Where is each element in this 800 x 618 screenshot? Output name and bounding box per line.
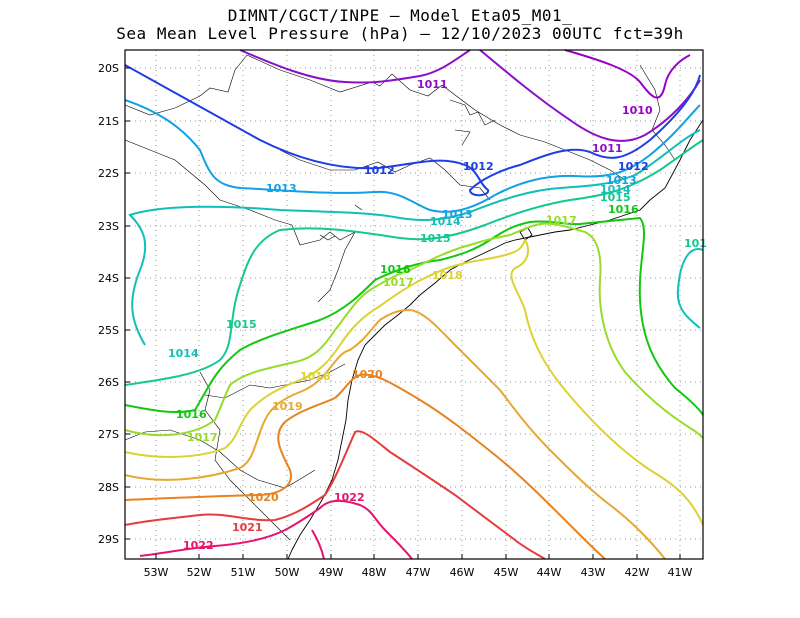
latitude-labels: 20S 21S 22S 23S 24S 25S 26S 27S 28S 29S xyxy=(98,62,119,546)
lat-label-27s: 27S xyxy=(98,428,119,441)
label-1012-b: 1012 xyxy=(463,160,494,173)
isobar-1020 xyxy=(124,373,606,560)
label-1018-a: 1018 xyxy=(300,370,331,383)
lat-label-21s: 21S xyxy=(98,115,119,128)
grid-lines xyxy=(125,50,703,559)
isobar-1014 xyxy=(128,129,701,346)
state-border-ms-sp xyxy=(124,54,248,116)
lat-label-28s: 28S xyxy=(98,481,119,494)
label-1022-b: 1022 xyxy=(183,539,214,552)
state-border-sp-mg xyxy=(279,149,491,201)
label-1020-a: 1020 xyxy=(352,368,383,381)
lon-label-50w: 50W xyxy=(275,566,300,579)
lon-label-49w: 49W xyxy=(319,566,344,579)
lat-label-29s: 29S xyxy=(98,533,119,546)
isobar-1018 xyxy=(124,237,704,526)
isobar-1016 xyxy=(124,216,704,416)
label-1013-a: 1013 xyxy=(266,182,297,195)
label-1013-b: 1013 xyxy=(442,208,473,221)
isobar-1017 xyxy=(124,222,704,439)
label-1018-b: 1018 xyxy=(432,269,463,282)
label-1016-a: 1016 xyxy=(176,408,207,421)
border-argentina xyxy=(199,371,291,541)
isobars xyxy=(124,49,704,560)
state-border-ms-pr xyxy=(124,139,293,226)
reservoir-lines xyxy=(319,99,496,241)
map-title-line-1: DIMNT/CGCT/INPE — Model Eta05_M01_ xyxy=(227,6,573,25)
map-title-line-2: Sea Mean Level Pressure (hPa) — 12/10/20… xyxy=(116,24,684,43)
isobar-1022-tail xyxy=(311,529,325,560)
lon-label-51w: 51W xyxy=(231,566,256,579)
label-1017-c: 1017 xyxy=(546,214,577,227)
state-border-mg-north xyxy=(246,54,456,97)
isobar-1021 xyxy=(124,430,546,560)
lon-label-44w: 44W xyxy=(537,566,562,579)
lat-label-24s: 24S xyxy=(98,272,119,285)
lon-label-53w: 53W xyxy=(144,566,169,579)
label-1015-b: 1015 xyxy=(420,232,451,245)
isobar-1011-east xyxy=(479,49,701,142)
label-1016-c: 1016 xyxy=(608,203,639,216)
lon-label-52w: 52W xyxy=(187,566,212,579)
coastline-and-borders xyxy=(124,54,704,560)
coastline xyxy=(287,119,704,560)
label-1019: 1019 xyxy=(272,400,303,413)
state-border-sc-rs xyxy=(124,429,316,489)
lat-label-23s: 23S xyxy=(98,220,119,233)
isobar-1022 xyxy=(139,499,413,560)
lon-label-41w: 41W xyxy=(668,566,693,579)
tick-marks xyxy=(125,67,681,559)
label-1014-b: 1014 xyxy=(430,215,461,228)
state-border-mg-rj xyxy=(454,94,626,181)
state-border-es xyxy=(639,64,676,161)
label-1021: 1021 xyxy=(232,521,263,534)
lat-label-22s: 22S xyxy=(98,167,119,180)
isobar-1019 xyxy=(124,308,666,560)
label-1017-b: 1017 xyxy=(383,276,414,289)
longitude-labels: 53W 52W 51W 50W 49W 48W 47W 46W 45W 44W … xyxy=(144,566,693,579)
label-1012-c: 1012 xyxy=(618,160,649,173)
state-border-sp-pr xyxy=(291,224,356,303)
label-1020-b: 1020 xyxy=(248,491,279,504)
lon-label-47w: 47W xyxy=(406,566,431,579)
lon-label-45w: 45W xyxy=(494,566,519,579)
label-1022-a: 1022 xyxy=(334,491,365,504)
label-1010: 1010 xyxy=(622,104,653,117)
label-1011-a: 1011 xyxy=(417,78,448,91)
lon-label-46w: 46W xyxy=(450,566,475,579)
isobar-1012 xyxy=(124,64,701,197)
label-1016-b: 1016 xyxy=(380,263,411,276)
isobar-labels: 1010 1011 1011 1012 1012 1012 1013 1013 … xyxy=(168,78,707,552)
label-1014-c: 1014 xyxy=(600,183,631,196)
isobar-1010 xyxy=(564,49,691,99)
lat-label-25s: 25S xyxy=(98,324,119,337)
isobar-1014-right xyxy=(676,248,704,329)
isobar-1015 xyxy=(124,139,704,386)
isobar-1011-west xyxy=(239,49,471,84)
isobar-1013 xyxy=(124,99,701,213)
label-1011-b: 1011 xyxy=(592,142,623,155)
lat-label-26s: 26S xyxy=(98,376,119,389)
label-1012-a: 1012 xyxy=(364,164,395,177)
map-frame xyxy=(124,49,704,560)
lat-label-20s: 20S xyxy=(98,62,119,75)
label-1015-c: 1015 xyxy=(600,191,631,204)
label-101-edge: 101 xyxy=(684,237,707,250)
label-1017-a: 1017 xyxy=(187,431,218,444)
label-1015-a: 1015 xyxy=(226,318,257,331)
lon-label-43w: 43W xyxy=(581,566,606,579)
lon-label-42w: 42W xyxy=(625,566,650,579)
lon-label-48w: 48W xyxy=(362,566,387,579)
label-1014-a: 1014 xyxy=(168,347,199,360)
label-1013-c: 1013 xyxy=(606,174,637,187)
